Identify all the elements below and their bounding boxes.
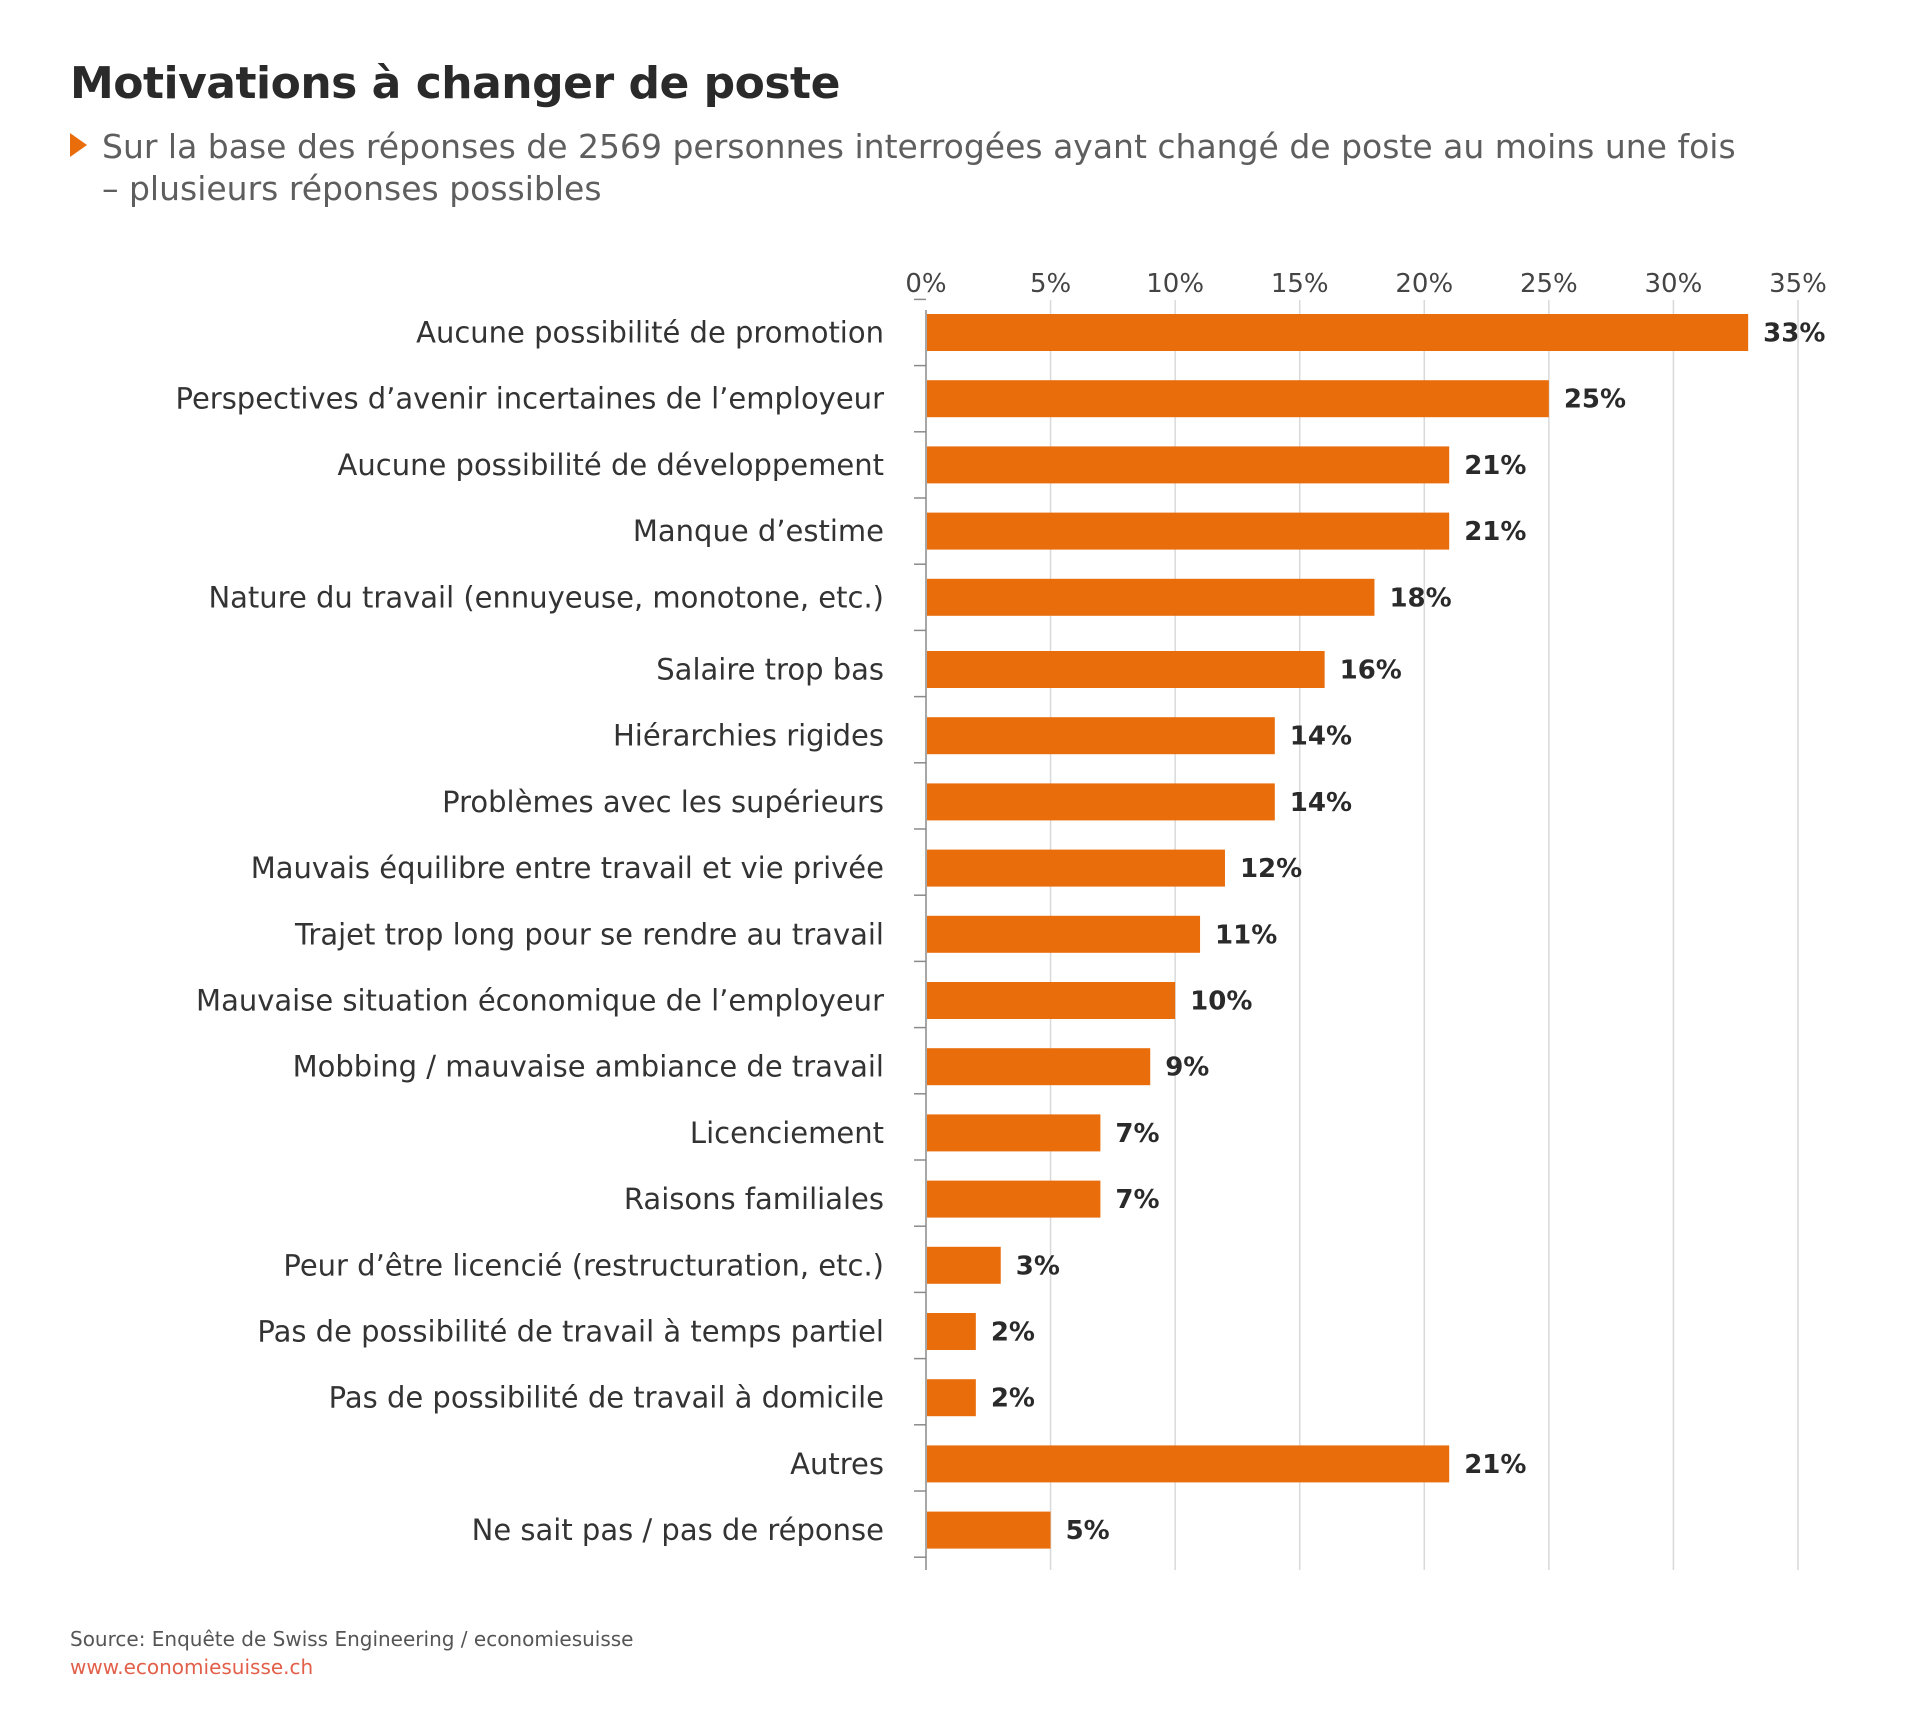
value-label: 2% [991, 1318, 1035, 1348]
bar [927, 512, 1450, 550]
category-label: Pas de possibilité de travail à temps pa… [257, 1315, 884, 1349]
bar [927, 1379, 976, 1417]
bar [927, 1511, 1051, 1549]
category-label: Mobbing / mauvaise ambiance de travail [293, 1050, 884, 1084]
x-tick-label: 20% [1395, 269, 1453, 299]
footer: Source: Enquête de Swiss Engineering / e… [70, 1625, 634, 1681]
category-label: Licenciement [690, 1116, 884, 1150]
bar [927, 446, 1450, 484]
value-label: 21% [1464, 451, 1526, 481]
category-label: Salaire trop bas [656, 653, 884, 687]
value-label: 21% [1464, 517, 1526, 547]
x-tick-label: 25% [1520, 269, 1578, 299]
x-axis-tick-labels: 0% 5% 10% 15% 20% 25% 30% 35% [905, 269, 1827, 299]
category-label: Trajet trop long pour se rendre au trava… [294, 917, 884, 951]
bar [927, 915, 1201, 953]
category-label: Hiérarchies rigides [613, 719, 884, 753]
value-label: 10% [1190, 987, 1252, 1017]
bar [927, 314, 1749, 351]
bar [927, 1246, 1001, 1284]
bar [927, 1445, 1450, 1483]
bar [927, 1313, 976, 1350]
value-label: 25% [1564, 385, 1626, 415]
bar [927, 651, 1325, 688]
category-label: Nature du travail (ennuyeuse, monotone, … [208, 580, 884, 614]
value-label: 14% [1290, 788, 1352, 818]
subtitle-line-2: – plusieurs réponses possibles [102, 169, 602, 208]
category-label: Aucune possibilité de promotion [416, 316, 884, 350]
value-label: 33% [1763, 319, 1825, 349]
source-url: www.economiesuisse.ch [70, 1655, 314, 1679]
value-labels: 33% 25% 21% 21% 18% 16% 14% 14% 12% 11% 10% 9% 7% 7% 3… [991, 319, 1826, 1547]
value-label: 21% [1464, 1450, 1526, 1480]
value-label: 5% [1066, 1516, 1110, 1546]
x-tick-label: 15% [1271, 269, 1329, 299]
category-label: Problèmes avec les supérieurs [442, 785, 884, 819]
chart-title: Motivations à changer de poste [70, 58, 840, 109]
bar [927, 578, 1375, 616]
category-label: Raisons familiales [624, 1182, 884, 1216]
bar [927, 1048, 1151, 1086]
category-label: Pas de possibilité de travail à domicile [329, 1381, 884, 1415]
value-label: 7% [1115, 1185, 1159, 1215]
triangle-bullet-icon [70, 133, 87, 157]
x-tick-label: 0% [905, 269, 946, 299]
subtitle-line-1: Sur la base des réponses de 2569 personn… [102, 127, 1736, 166]
bar [927, 717, 1275, 755]
value-label: 11% [1215, 920, 1277, 950]
bar [927, 982, 1176, 1019]
value-label: 2% [991, 1384, 1035, 1414]
category-label: Ne sait pas / pas de réponse [472, 1513, 884, 1547]
y-axis [914, 298, 927, 1570]
category-label: Mauvaise situation économique de l’emplo… [196, 984, 884, 1018]
category-label: Aucune possibilité de développement [338, 448, 884, 482]
value-label: 3% [1016, 1251, 1060, 1281]
category-label: Autres [790, 1447, 884, 1481]
x-tick-label: 5% [1030, 269, 1071, 299]
value-label: 12% [1240, 854, 1302, 884]
value-label: 14% [1290, 722, 1352, 752]
value-label: 18% [1389, 583, 1451, 613]
category-labels: Aucune possibilité de promotion Perspecti… [175, 316, 884, 1548]
category-label: Peur d’être licencié (restructuration, e… [283, 1248, 884, 1282]
x-tick-label: 30% [1645, 269, 1703, 299]
bar [927, 1114, 1101, 1152]
bar [927, 1180, 1101, 1218]
value-label: 7% [1115, 1119, 1159, 1149]
bar [927, 783, 1275, 821]
x-tick-label: 35% [1769, 269, 1827, 299]
category-label: Manque d’estime [633, 514, 884, 548]
chart-subtitle: Sur la base des réponses de 2569 personn… [70, 126, 1870, 210]
category-label: Mauvais équilibre entre travail et vie p… [251, 851, 884, 885]
value-label: 16% [1340, 656, 1402, 686]
category-label: Perspectives d’avenir incertaines de l’e… [175, 382, 884, 416]
bar [927, 849, 1225, 887]
bars [927, 314, 1749, 1549]
value-label: 9% [1165, 1053, 1209, 1083]
x-tick-label: 10% [1146, 269, 1204, 299]
source-note: Source: Enquête de Swiss Engineering / e… [70, 1627, 634, 1651]
bar [927, 380, 1549, 418]
